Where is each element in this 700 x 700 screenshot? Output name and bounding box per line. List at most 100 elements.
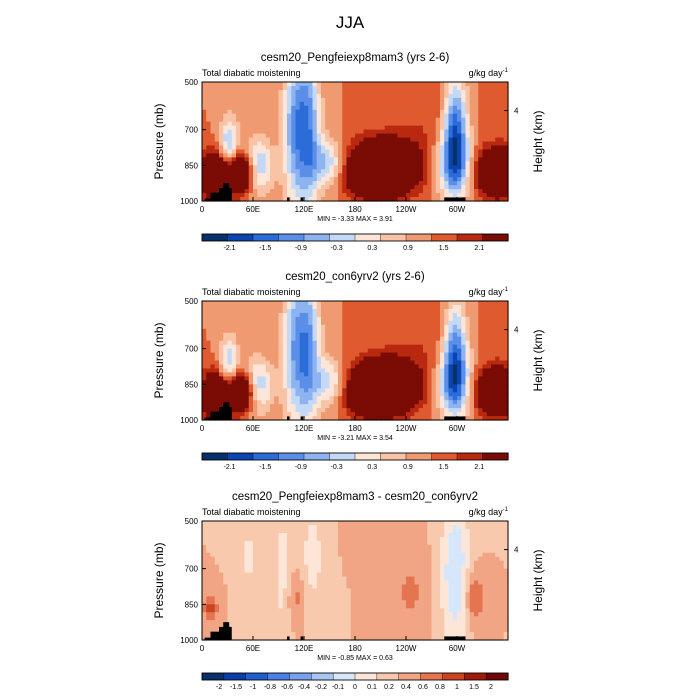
- heatmap-cell: [231, 181, 237, 186]
- heatmap-cell: [397, 157, 403, 162]
- heatmap-cell: [350, 408, 356, 413]
- heatmap-cell: [231, 584, 237, 590]
- heatmap-cell: [240, 89, 246, 95]
- heatmap-cell: [342, 113, 348, 119]
- heatmap-cell: [367, 101, 373, 107]
- heatmap-cell: [350, 153, 356, 158]
- heatmap-cell: [440, 332, 445, 338]
- heatmap-cell: [503, 408, 509, 413]
- heatmap-cell: [278, 352, 284, 358]
- heatmap-cell: [444, 392, 450, 397]
- heatmap-cell: [236, 340, 241, 346]
- heatmap-cell: [261, 396, 267, 401]
- heatmap-cell: [236, 125, 241, 131]
- heatmap-cell: [248, 89, 254, 95]
- heatmap-cell: [223, 352, 229, 358]
- heatmap-cell: [338, 360, 343, 366]
- heatmap-cell: [393, 308, 399, 314]
- heatmap-cell: [359, 412, 365, 417]
- heatmap-cell: [287, 304, 292, 310]
- heatmap-cell: [486, 304, 492, 310]
- heatmap-cell: [423, 412, 428, 417]
- heatmap-cell: [465, 372, 471, 377]
- heatmap-cell: [482, 117, 488, 123]
- heatmap-cell: [236, 149, 241, 154]
- heatmap-cell: [321, 181, 326, 186]
- heatmap-cell: [482, 380, 488, 385]
- heatmap-cell: [265, 528, 271, 534]
- heatmap-cell: [244, 521, 250, 526]
- heatmap-cell: [240, 137, 246, 143]
- heatmap-cell: [236, 193, 241, 198]
- heatmap-cell: [376, 185, 382, 190]
- heatmap-cell: [257, 101, 263, 107]
- heatmap-cell: [406, 301, 411, 306]
- heatmap-cell: [367, 340, 373, 346]
- heatmap-cell: [329, 82, 335, 87]
- heatmap-cell: [342, 352, 348, 358]
- heatmap-cell: [363, 153, 369, 158]
- heatmap-cell: [486, 344, 492, 350]
- heatmap-cell: [227, 364, 233, 370]
- heatmap-cell: [367, 161, 373, 166]
- heatmap-cell: [206, 620, 212, 625]
- heatmap-cell: [270, 544, 275, 550]
- heatmap-cell: [278, 521, 284, 526]
- heatmap-cell: [261, 137, 267, 143]
- heatmap-cell: [219, 344, 224, 350]
- heatmap-cell: [414, 376, 420, 381]
- heatmap-cell: [316, 320, 322, 326]
- heatmap-cell: [355, 392, 360, 397]
- heatmap-cell: [367, 380, 373, 385]
- heatmap-cell: [414, 197, 420, 202]
- heatmap-cell: [465, 97, 471, 103]
- heatmap-cell: [214, 532, 220, 538]
- heatmap-cell: [457, 376, 462, 381]
- heatmap-cell: [465, 392, 471, 397]
- heatmap-cell: [397, 360, 403, 366]
- heatmap-cell: [231, 89, 237, 95]
- heatmap-cell: [231, 612, 237, 617]
- heatmap-cell: [333, 89, 339, 95]
- heatmap-cell: [363, 193, 369, 198]
- heatmap-cell: [257, 552, 263, 558]
- heatmap-cell: [265, 312, 271, 318]
- heatmap-cell: [486, 193, 492, 198]
- heatmap-cell: [227, 332, 233, 338]
- heatmap-cell: [240, 544, 246, 550]
- heatmap-cell: [389, 392, 394, 397]
- heatmap-cell: [342, 185, 348, 190]
- heatmap-cell: [414, 368, 420, 373]
- heatmap-cell: [384, 301, 390, 306]
- heatmap-cell: [469, 153, 475, 158]
- heatmap-cell: [363, 332, 369, 338]
- heatmap-cell: [219, 304, 224, 310]
- heatmap-cell: [202, 592, 207, 597]
- heatmap-cell: [333, 404, 339, 409]
- heatmap-cell: [444, 356, 450, 362]
- heatmap-cell: [397, 340, 403, 346]
- heatmap-cell: [338, 149, 343, 154]
- heatmap-cell: [363, 85, 369, 91]
- heatmap-cell: [248, 596, 254, 601]
- heatmap-cell: [316, 376, 322, 381]
- heatmap-cell: [342, 109, 348, 115]
- heatmap-cell: [427, 169, 433, 174]
- heatmap-cell: [240, 532, 246, 538]
- heatmap-cell: [452, 312, 458, 318]
- heatmap-cell: [397, 117, 403, 123]
- heatmap-cell: [491, 316, 496, 322]
- heatmap-cell: [406, 117, 411, 123]
- heatmap-cell: [367, 348, 373, 354]
- heatmap-cell: [333, 332, 339, 338]
- heatmap-cell: [202, 368, 207, 373]
- heatmap-cell: [291, 177, 297, 182]
- heatmap-cell: [248, 340, 254, 346]
- heatmap-cell: [482, 340, 488, 346]
- heatmap-cell: [287, 189, 292, 194]
- heatmap-cell: [355, 137, 360, 143]
- heatmap-cell: [312, 189, 318, 194]
- heatmap-cell: [291, 328, 297, 334]
- heatmap-cell: [427, 157, 433, 162]
- heatmap-cell: [435, 396, 441, 401]
